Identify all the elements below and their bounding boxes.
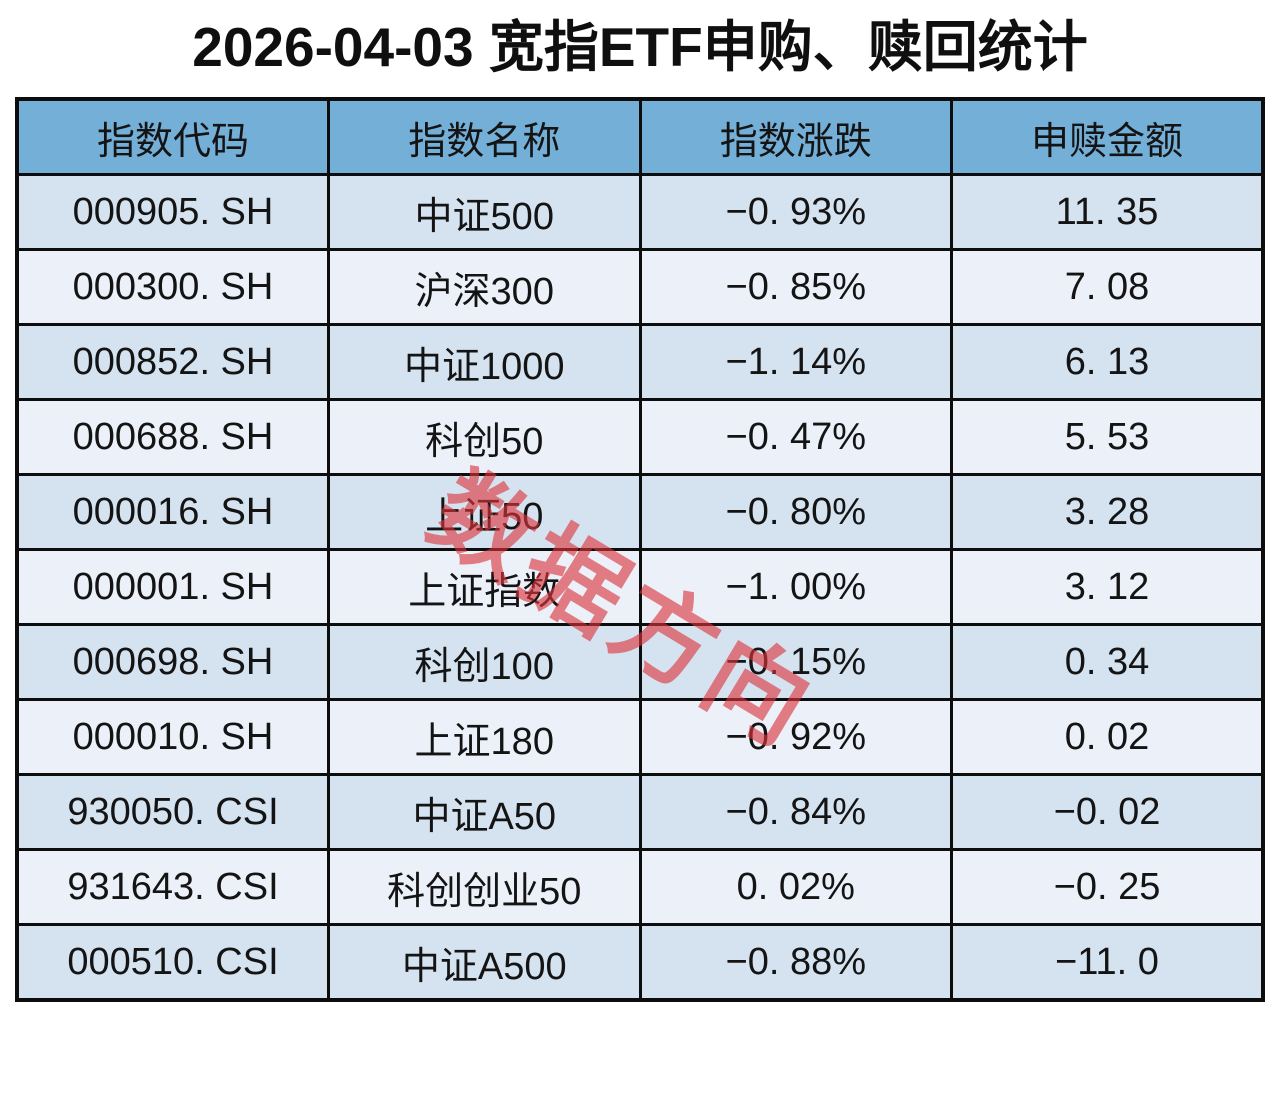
index-name-cell: 科创100 — [327, 623, 642, 701]
index-change-cell: −0. 85% — [638, 248, 953, 326]
table-row: 000001. SH 上证指数 −1. 00% 3. 12 — [15, 548, 1265, 626]
index-name-cell: 中证A500 — [327, 923, 642, 1002]
index-change-cell: −0. 15% — [638, 623, 953, 701]
index-name-cell: 中证A50 — [327, 773, 642, 851]
index-code-cell: 000698. SH — [15, 623, 330, 701]
index-code-cell: 000905. SH — [15, 173, 330, 251]
amount-cell: −0. 25 — [950, 848, 1265, 926]
table-row: 000510. CSI 中证A500 −0. 88% −11. 0 — [15, 923, 1265, 1002]
table-row: 000010. SH 上证180 −0. 92% 0. 02 — [15, 698, 1265, 776]
amount-cell: 0. 02 — [950, 698, 1265, 776]
table-row: 930050. CSI 中证A50 −0. 84% −0. 02 — [15, 773, 1265, 851]
table-row: 000300. SH 沪深300 −0. 85% 7. 08 — [15, 248, 1265, 326]
index-code-cell: 000510. CSI — [15, 923, 330, 1002]
amount-cell: 0. 34 — [950, 623, 1265, 701]
table-header-row: 指数代码 指数名称 指数涨跌 申赎金额 — [15, 97, 1265, 176]
index-name-cell: 上证50 — [327, 473, 642, 551]
index-change-cell: −0. 93% — [638, 173, 953, 251]
index-code-cell: 931643. CSI — [15, 848, 330, 926]
amount-cell: 11. 35 — [950, 173, 1265, 251]
index-code-cell: 000688. SH — [15, 398, 330, 476]
amount-cell: −0. 02 — [950, 773, 1265, 851]
table-header: 指数代码 指数名称 指数涨跌 申赎金额 — [15, 97, 1265, 176]
index-code-cell: 000016. SH — [15, 473, 330, 551]
index-change-cell: −0. 80% — [638, 473, 953, 551]
index-change-cell: −0. 47% — [638, 398, 953, 476]
table-row: 000688. SH 科创50 −0. 47% 5. 53 — [15, 398, 1265, 476]
amount-cell: 3. 28 — [950, 473, 1265, 551]
index-change-cell: −0. 88% — [638, 923, 953, 1002]
index-name-cell: 科创50 — [327, 398, 642, 476]
page-title: 2026-04-03 宽指ETF申购、赎回统计 — [192, 16, 1088, 78]
table-row: 000852. SH 中证1000 −1. 14% 6. 13 — [15, 323, 1265, 401]
amount-cell: 7. 08 — [950, 248, 1265, 326]
amount-cell: 5. 53 — [950, 398, 1265, 476]
header-amount: 申赎金额 — [950, 97, 1265, 176]
index-name-cell: 中证1000 — [327, 323, 642, 401]
amount-cell: −11. 0 — [950, 923, 1265, 1002]
index-name-cell: 上证180 — [327, 698, 642, 776]
amount-cell: 6. 13 — [950, 323, 1265, 401]
index-change-cell: −1. 14% — [638, 323, 953, 401]
index-change-cell: −0. 92% — [638, 698, 953, 776]
table-row: 000016. SH 上证50 −0. 80% 3. 28 — [15, 473, 1265, 551]
etf-table: 指数代码 指数名称 指数涨跌 申赎金额 000905. SH 中证500 −0.… — [15, 97, 1265, 1002]
index-code-cell: 000852. SH — [15, 323, 330, 401]
table-row: 000905. SH 中证500 −0. 93% 11. 35 — [15, 173, 1265, 251]
table-row: 000698. SH 科创100 −0. 15% 0. 34 — [15, 623, 1265, 701]
index-name-cell: 上证指数 — [327, 548, 642, 626]
amount-cell: 3. 12 — [950, 548, 1265, 626]
index-code-cell: 000001. SH — [15, 548, 330, 626]
index-name-cell: 沪深300 — [327, 248, 642, 326]
index-change-cell: 0. 02% — [638, 848, 953, 926]
index-name-cell: 中证500 — [327, 173, 642, 251]
header-index-name: 指数名称 — [327, 97, 642, 176]
index-name-cell: 科创创业50 — [327, 848, 642, 926]
header-index-change: 指数涨跌 — [638, 97, 953, 176]
table-body: 000905. SH 中证500 −0. 93% 11. 35 000300. … — [15, 173, 1265, 1002]
index-code-cell: 000010. SH — [15, 698, 330, 776]
header-index-code: 指数代码 — [15, 97, 330, 176]
index-code-cell: 930050. CSI — [15, 773, 330, 851]
index-code-cell: 000300. SH — [15, 248, 330, 326]
table-row: 931643. CSI 科创创业50 0. 02% −0. 25 — [15, 848, 1265, 926]
index-change-cell: −0. 84% — [638, 773, 953, 851]
index-change-cell: −1. 00% — [638, 548, 953, 626]
